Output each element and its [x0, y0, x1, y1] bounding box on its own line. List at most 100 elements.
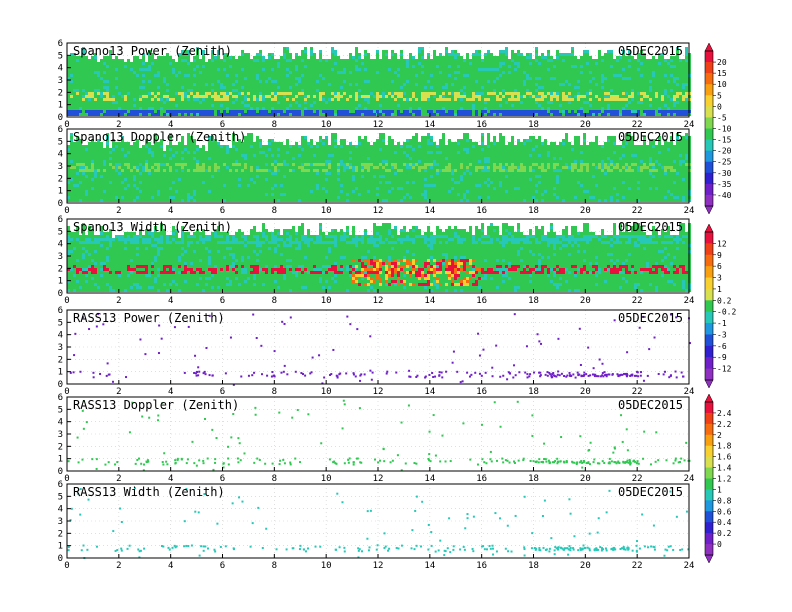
heatmap-cell: [568, 74, 571, 77]
heatmap-cell: [214, 110, 217, 113]
heatmap-cell: [562, 86, 565, 89]
heatmap-cell: [496, 59, 499, 62]
heatmap-cell: [118, 71, 121, 74]
heatmap-cell: [682, 80, 685, 83]
heatmap-cell: [655, 113, 658, 116]
heatmap-cell: [82, 172, 85, 175]
heatmap-cell: [640, 92, 643, 95]
heatmap-cell: [370, 77, 373, 80]
heatmap-cell: [187, 56, 190, 59]
heatmap-cell: [79, 71, 82, 74]
heatmap-cell: [142, 56, 145, 59]
heatmap-cell: [643, 104, 646, 107]
heatmap-cell: [214, 113, 217, 116]
heatmap-cell: [589, 92, 592, 95]
heatmap-cell: [529, 53, 532, 56]
heatmap-cell: [460, 74, 463, 77]
heatmap-cell: [283, 65, 286, 68]
heatmap-cell: [280, 95, 283, 98]
heatmap-cell: [640, 104, 643, 107]
heatmap-cell: [226, 98, 229, 101]
heatmap-cell: [103, 157, 106, 160]
heatmap-cell: [256, 74, 259, 77]
heatmap-cell: [82, 181, 85, 184]
heatmap-cell: [118, 86, 121, 89]
heatmap-cell: [379, 104, 382, 107]
heatmap-cell: [70, 199, 73, 202]
heatmap-cell: [622, 107, 625, 110]
heatmap-cell: [127, 160, 130, 163]
heatmap-cell: [487, 68, 490, 71]
heatmap-cell: [262, 98, 265, 101]
heatmap-cell: [535, 101, 538, 104]
heatmap-cell: [250, 74, 253, 77]
heatmap-cell: [382, 86, 385, 89]
heatmap-cell: [238, 104, 241, 107]
heatmap-cell: [631, 92, 634, 95]
heatmap-cell: [466, 107, 469, 110]
heatmap-cell: [349, 62, 352, 65]
heatmap-cell: [340, 98, 343, 101]
heatmap-cell: [610, 89, 613, 92]
heatmap-cell: [304, 86, 307, 89]
heatmap-cell: [217, 65, 220, 68]
heatmap-cell: [535, 104, 538, 107]
heatmap-cell: [286, 74, 289, 77]
heatmap-cell: [115, 190, 118, 193]
heatmap-cell: [538, 101, 541, 104]
heatmap-cell: [484, 53, 487, 56]
heatmap-cell: [412, 83, 415, 86]
heatmap-cell: [649, 68, 652, 71]
heatmap-cell: [685, 89, 688, 92]
heatmap-cell: [76, 196, 79, 199]
heatmap-cell: [151, 62, 154, 65]
heatmap-cell: [79, 160, 82, 163]
heatmap-cell: [85, 172, 88, 175]
heatmap-cell: [487, 98, 490, 101]
heatmap-cell: [295, 68, 298, 71]
heatmap-cell: [235, 80, 238, 83]
heatmap-cell: [106, 145, 109, 148]
heatmap-cell: [682, 65, 685, 68]
heatmap-cell: [235, 92, 238, 95]
heatmap-cell: [100, 74, 103, 77]
heatmap-cell: [289, 107, 292, 110]
heatmap-cell: [97, 89, 100, 92]
heatmap-cell: [145, 107, 148, 110]
heatmap-cell: [493, 77, 496, 80]
heatmap-cell: [667, 86, 670, 89]
heatmap-cell: [628, 77, 631, 80]
heatmap-cell: [637, 53, 640, 56]
heatmap-cell: [352, 65, 355, 68]
heatmap-cell: [343, 110, 346, 113]
heatmap-cell: [124, 142, 127, 145]
heatmap-cell: [103, 160, 106, 163]
heatmap-cell: [259, 71, 262, 74]
heatmap-cell: [418, 71, 421, 74]
heatmap-cell: [205, 98, 208, 101]
heatmap-cell: [685, 107, 688, 110]
heatmap-cell: [121, 154, 124, 157]
heatmap-cell: [106, 113, 109, 116]
heatmap-cell: [244, 107, 247, 110]
heatmap-cell: [331, 56, 334, 59]
heatmap-cell: [424, 59, 427, 62]
heatmap-cell: [661, 101, 664, 104]
heatmap-cell: [451, 92, 454, 95]
heatmap-cell: [106, 187, 109, 190]
heatmap-cell: [415, 107, 418, 110]
heatmap-cell: [274, 68, 277, 71]
heatmap-cell: [499, 89, 502, 92]
heatmap-cell: [76, 62, 79, 65]
heatmap-cell: [508, 98, 511, 101]
heatmap-cell: [112, 184, 115, 187]
heatmap-cell: [67, 113, 70, 116]
heatmap-cell: [274, 107, 277, 110]
heatmap-cell: [169, 92, 172, 95]
heatmap-cell: [211, 62, 214, 65]
heatmap-cell: [403, 110, 406, 113]
heatmap-cell: [469, 65, 472, 68]
heatmap-cell: [430, 107, 433, 110]
heatmap-cell: [121, 59, 124, 62]
heatmap-cell: [118, 80, 121, 83]
